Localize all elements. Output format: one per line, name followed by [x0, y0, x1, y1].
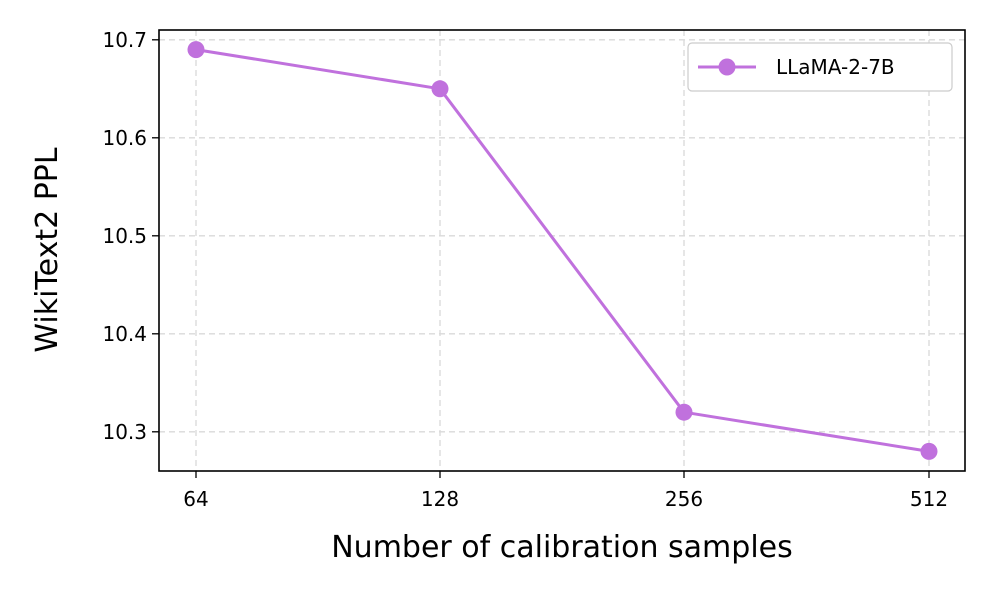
- y-tick-label: 10.6: [102, 126, 147, 150]
- y-tick-label: 10.3: [102, 420, 147, 444]
- legend-point-marker: [718, 58, 736, 76]
- y-tick-label: 10.5: [102, 224, 147, 248]
- data-point: [431, 80, 449, 98]
- y-tick-label: 10.4: [102, 322, 147, 346]
- y-tick-label: 10.7: [102, 28, 147, 52]
- legend: LLaMA-2-7B: [687, 42, 953, 92]
- x-tick-label: 64: [183, 487, 208, 511]
- data-point: [187, 41, 205, 59]
- x-tick-label: 512: [910, 487, 948, 511]
- x-axis-label: Number of calibration samples: [331, 530, 793, 565]
- data-point: [920, 442, 938, 460]
- data-point: [675, 403, 693, 421]
- legend-box: [687, 42, 953, 92]
- y-axis-ticks: 10.3 10.4 10.5 10.6 10.7: [102, 28, 159, 444]
- x-axis-ticks: 64 128 256 512: [183, 471, 948, 511]
- x-tick-label: 256: [665, 487, 703, 511]
- legend-entry-llama-2-7b: LLaMA-2-7B: [776, 55, 895, 79]
- y-axis-label: WikiText2 PPL: [30, 147, 65, 353]
- plot-frame: [158, 29, 966, 472]
- series-line: [195, 48, 930, 453]
- x-tick-label: 128: [421, 487, 459, 511]
- plot-area: [187, 41, 938, 460]
- grid: [159, 30, 965, 471]
